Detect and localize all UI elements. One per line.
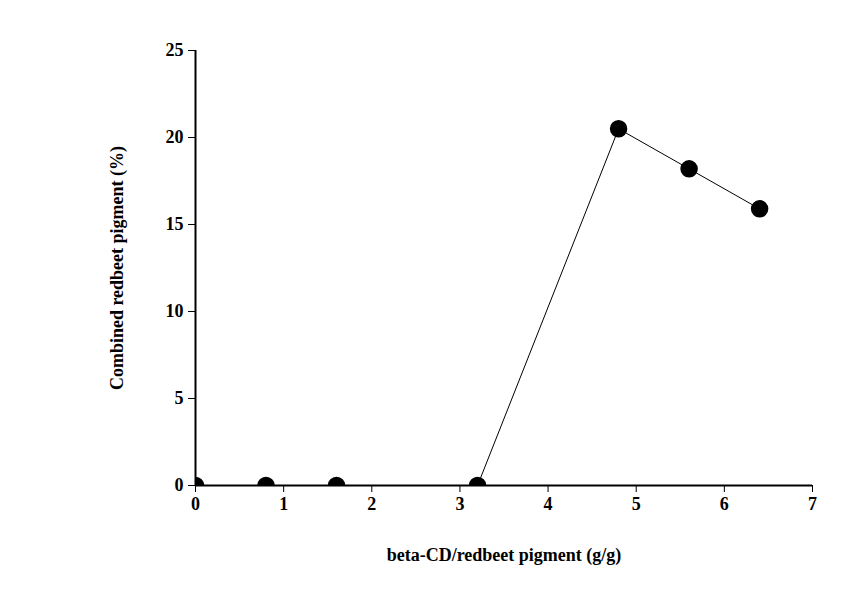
svg-text:3: 3 bbox=[455, 494, 464, 514]
svg-text:10: 10 bbox=[166, 301, 184, 321]
svg-text:1: 1 bbox=[279, 494, 288, 514]
svg-text:0: 0 bbox=[191, 494, 200, 514]
svg-text:25: 25 bbox=[166, 40, 184, 60]
svg-text:15: 15 bbox=[166, 214, 184, 234]
svg-text:5: 5 bbox=[175, 388, 184, 408]
svg-text:6: 6 bbox=[720, 494, 729, 514]
svg-text:5: 5 bbox=[632, 494, 641, 514]
svg-text:0: 0 bbox=[175, 475, 184, 495]
svg-text:beta-CD/redbeet pigment (g/g): beta-CD/redbeet pigment (g/g) bbox=[387, 545, 622, 566]
svg-text:7: 7 bbox=[808, 494, 817, 514]
svg-text:2: 2 bbox=[367, 494, 376, 514]
svg-text:4: 4 bbox=[544, 494, 553, 514]
svg-text:20: 20 bbox=[166, 127, 184, 147]
svg-text:Combined redbeet pigment (%): Combined redbeet pigment (%) bbox=[107, 146, 128, 390]
